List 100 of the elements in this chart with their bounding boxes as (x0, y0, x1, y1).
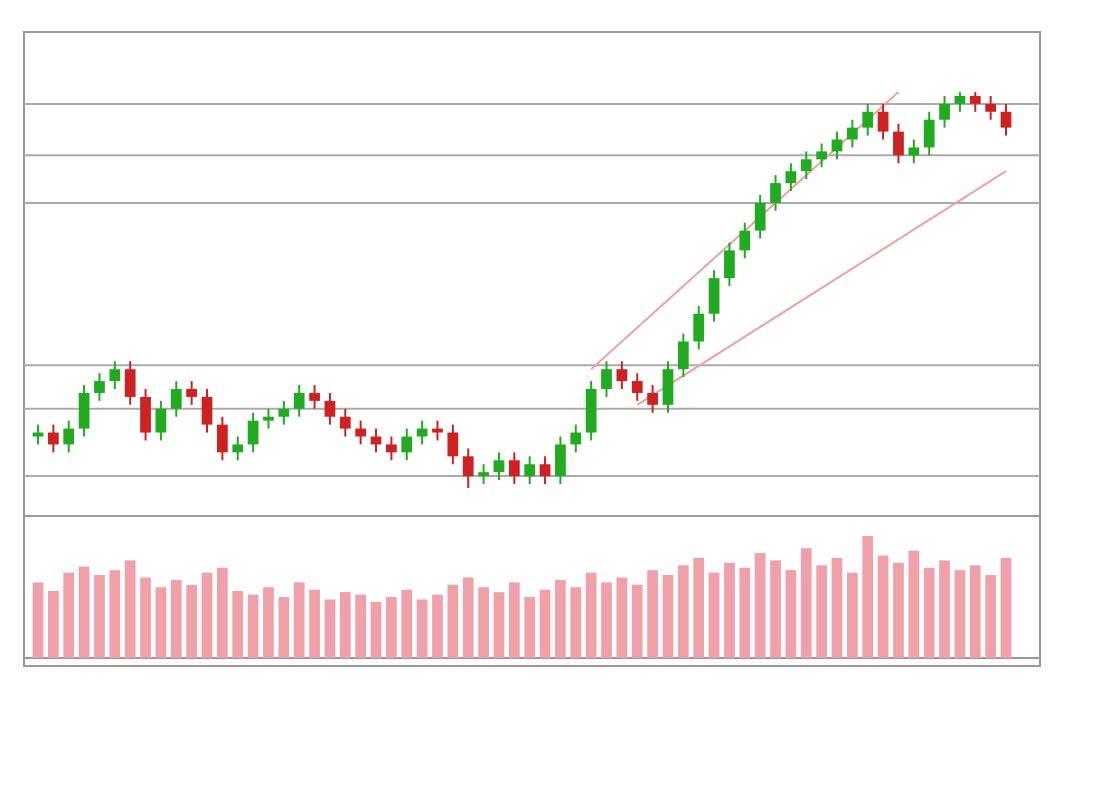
bar (785, 570, 797, 658)
bar (447, 584, 459, 658)
candlestick (708, 269, 720, 323)
candlestick (677, 332, 689, 379)
candlestick (32, 423, 44, 446)
candlestick (770, 174, 781, 212)
candlestick (662, 360, 674, 414)
candlestick (401, 427, 413, 462)
candlestick (355, 419, 367, 446)
candlestick (585, 380, 597, 442)
bar (693, 557, 705, 658)
bar (247, 594, 259, 658)
bar (631, 584, 643, 658)
bar (370, 601, 382, 658)
candlestick (862, 102, 874, 137)
candlestick (846, 118, 858, 149)
bar (923, 567, 935, 658)
bar (939, 560, 950, 658)
candlestick (201, 388, 213, 434)
bar (585, 572, 597, 658)
bar (78, 566, 90, 658)
bar (954, 570, 966, 658)
bar (831, 557, 843, 658)
bar (339, 592, 351, 658)
bar (278, 597, 290, 658)
candlestick (601, 360, 612, 398)
candlestick (186, 380, 198, 406)
bar (432, 594, 443, 658)
bar (555, 579, 566, 658)
bar (493, 592, 505, 658)
candlestick (524, 455, 536, 486)
candlestick (693, 304, 705, 351)
bar (601, 582, 612, 658)
bar (846, 572, 858, 658)
candlestick (508, 451, 520, 486)
candlestick (232, 435, 244, 462)
bar (186, 584, 198, 658)
candlestick (478, 463, 489, 486)
candlestick (570, 423, 582, 454)
candlestick (754, 193, 766, 240)
bar (386, 597, 397, 658)
bar (462, 577, 474, 658)
candlestick (278, 399, 290, 426)
candlestick (386, 435, 397, 462)
bar (739, 567, 751, 658)
candlestick (47, 423, 59, 454)
bar (124, 560, 136, 658)
bar (616, 577, 628, 658)
candlestick (462, 447, 474, 489)
bar (401, 589, 413, 658)
bar (647, 570, 658, 658)
bar (217, 567, 228, 658)
candlestick (923, 110, 935, 157)
bar (985, 575, 997, 658)
bar (908, 550, 920, 658)
candlestick (94, 372, 105, 402)
bar (263, 587, 274, 658)
candlestick (170, 380, 182, 418)
candlestick (339, 407, 351, 438)
candlestick (724, 241, 735, 288)
candlestick (309, 384, 320, 410)
candlestick (816, 142, 827, 169)
candlestick (785, 162, 797, 192)
candlestick (939, 94, 950, 129)
candlestick (109, 360, 121, 390)
bar (355, 594, 367, 658)
candlestick (416, 419, 428, 446)
candlestick (124, 360, 136, 406)
bar (309, 589, 320, 658)
candlestick (263, 407, 274, 430)
candlestick (432, 419, 443, 442)
bar (32, 582, 44, 658)
candlestick (647, 384, 658, 414)
candlestick (217, 415, 228, 462)
bar (170, 579, 182, 658)
bar (524, 597, 536, 658)
bar (416, 599, 428, 658)
candlestick (155, 399, 167, 442)
bar (539, 589, 551, 658)
candlestick (493, 451, 505, 482)
candlestick (908, 138, 920, 165)
candlestick (140, 388, 151, 442)
bar (232, 590, 244, 658)
bar (293, 582, 305, 658)
candlestick (969, 91, 981, 113)
candlestick (555, 435, 566, 486)
bar (140, 577, 151, 658)
candlestick (1000, 102, 1012, 137)
bar (677, 565, 689, 658)
bar (1000, 557, 1012, 658)
candlestick (739, 221, 751, 260)
candlestick (631, 372, 643, 402)
candlestick (247, 411, 259, 454)
bar (109, 570, 121, 658)
candlestick (893, 122, 904, 165)
candlestick (985, 94, 997, 121)
candlestick (447, 423, 459, 466)
candlestick (800, 150, 812, 181)
bar (155, 587, 167, 658)
bar (724, 562, 735, 658)
